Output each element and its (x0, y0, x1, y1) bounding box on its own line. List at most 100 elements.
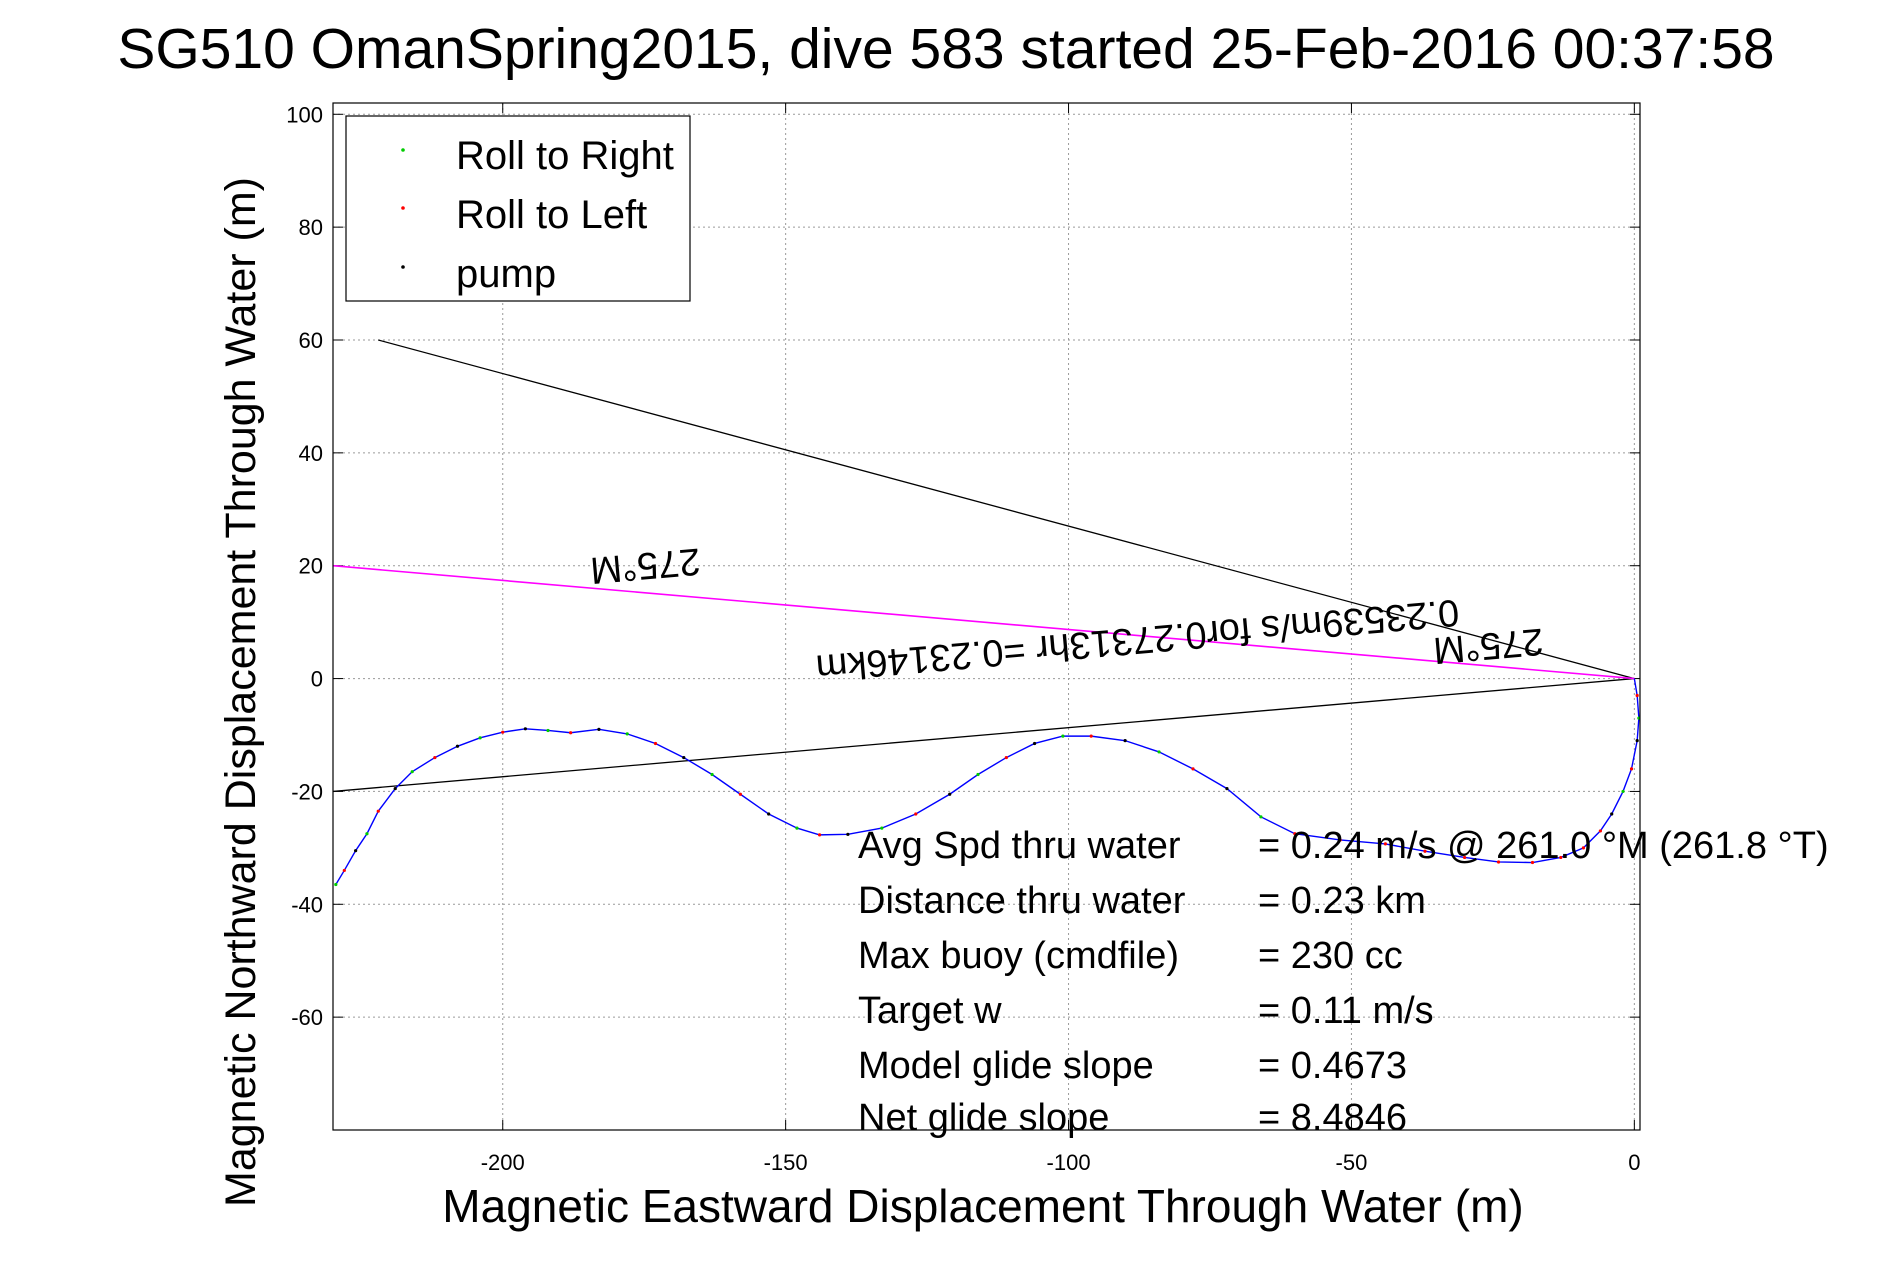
chart-title: SG510 OmanSpring2015, dive 583 started 2… (117, 17, 1774, 81)
track-point (880, 826, 884, 830)
stat-value-max-buoy: = 230 cc (1258, 935, 1403, 977)
track-point (546, 728, 550, 733)
track-point (1621, 789, 1625, 794)
track-point (817, 833, 822, 837)
track-point (710, 772, 714, 777)
track-point (1635, 739, 1639, 743)
y-tick-label: 20 (299, 554, 323, 579)
track-point (653, 741, 658, 746)
track-point (365, 832, 369, 836)
stat-value-net-glide: = 8.4846 (1258, 1097, 1407, 1139)
series-layer (332, 339, 1640, 885)
y-tick-label: 0 (311, 667, 323, 692)
y-tick-label: -60 (291, 1005, 323, 1030)
y-tick-label: 40 (299, 441, 323, 466)
stat-label-model-glide: Model glide slope (858, 1045, 1154, 1087)
track-point (1259, 815, 1263, 819)
stat-label-avg-speed: Avg Spd thru water (858, 825, 1181, 867)
x-tick-label: -50 (1336, 1150, 1368, 1175)
stat-value-model-glide: = 0.4673 (1258, 1045, 1407, 1087)
track-point (501, 730, 505, 734)
track-point (455, 744, 460, 748)
track-point (1191, 767, 1195, 771)
legend: Roll to Right Roll to Left pump (345, 115, 691, 302)
x-tick-label: -200 (481, 1150, 525, 1175)
track-point (1338, 838, 1342, 842)
stat-label-max-buoy: Max buoy (cmdfile) (858, 935, 1179, 977)
dive-track-line (335, 678, 1640, 885)
track-point (1032, 741, 1037, 746)
x-tick-label: 0 (1628, 1150, 1640, 1175)
track-point (342, 868, 346, 873)
heading-annotation-right: 275°M (1432, 620, 1546, 671)
track-point (1123, 739, 1127, 743)
heading-annotation-left: 275°M (588, 540, 702, 591)
track-point (767, 812, 771, 816)
track-point (1559, 855, 1563, 860)
track-point (569, 731, 573, 735)
y-tick-label: -20 (291, 779, 323, 804)
track-point (334, 882, 338, 887)
y-tick-label: 100 (286, 102, 323, 127)
track-point (1004, 755, 1008, 760)
marker-layer (334, 693, 1641, 887)
legend-label-roll-right: Roll to Right (456, 134, 674, 178)
stat-value-avg-speed: = 0.24 m/s @ 261.0 °M (261.8 °T) (1258, 825, 1829, 867)
track-point (1530, 860, 1535, 865)
stat-value-target-w: = 0.11 m/s (1258, 990, 1434, 1032)
track-point (376, 809, 380, 813)
x-tick-label: -100 (1047, 1150, 1091, 1175)
legend-label-pump: pump (456, 252, 556, 296)
track-point (625, 732, 629, 736)
track-point (1629, 767, 1634, 771)
track-point (976, 772, 980, 777)
track-point (393, 787, 397, 791)
track-point (523, 727, 527, 731)
track-point (1610, 812, 1614, 816)
track-point (1635, 693, 1639, 698)
track-point (410, 770, 414, 774)
track-point (597, 727, 601, 731)
track-point (1581, 846, 1586, 850)
track-point (1496, 860, 1501, 864)
track-point (1463, 855, 1467, 860)
legend-marker-pump (401, 265, 405, 269)
track-point (1089, 734, 1093, 738)
track-point (795, 826, 799, 830)
legend-marker-roll-left (401, 206, 405, 210)
track-point (1383, 842, 1387, 846)
track-point (354, 849, 358, 853)
upper-bound-line (378, 339, 1635, 680)
dive-stats: Avg Spd thru water = 0.24 m/s @ 261.0 °M… (858, 825, 1829, 1139)
track-point (1157, 750, 1161, 754)
x-axis-label: Magnetic Eastward Displacement Through W… (442, 1180, 1523, 1232)
track-point (1423, 849, 1427, 853)
legend-marker-roll-right (401, 148, 405, 152)
stat-label-net-glide: Net glide slope (858, 1097, 1109, 1139)
stat-label-distance: Distance thru water (858, 880, 1186, 922)
y-tick-label: -40 (291, 892, 323, 917)
track-point (1225, 787, 1229, 791)
lower-bound-line (332, 677, 1635, 793)
track-point (478, 736, 482, 740)
y-axis-label: Magnetic Northward Displacement Through … (217, 177, 265, 1207)
x-tick-label: -150 (764, 1150, 808, 1175)
track-point (846, 832, 850, 836)
heading-line (332, 564, 1635, 680)
track-point (433, 755, 437, 760)
stat-value-distance: = 0.23 km (1258, 880, 1426, 922)
track-point (1293, 832, 1297, 836)
track-point (1061, 734, 1065, 738)
y-tick-label: 60 (299, 328, 323, 353)
track-point (682, 755, 686, 760)
stat-label-target-w: Target w (858, 990, 1002, 1032)
track-point (948, 792, 952, 796)
track-point (738, 792, 742, 796)
legend-label-roll-left: Roll to Left (456, 193, 647, 237)
track-point (914, 812, 918, 816)
axes-frame (332, 102, 1641, 1131)
track-point (1598, 829, 1602, 833)
y-tick-label: 80 (299, 215, 323, 240)
